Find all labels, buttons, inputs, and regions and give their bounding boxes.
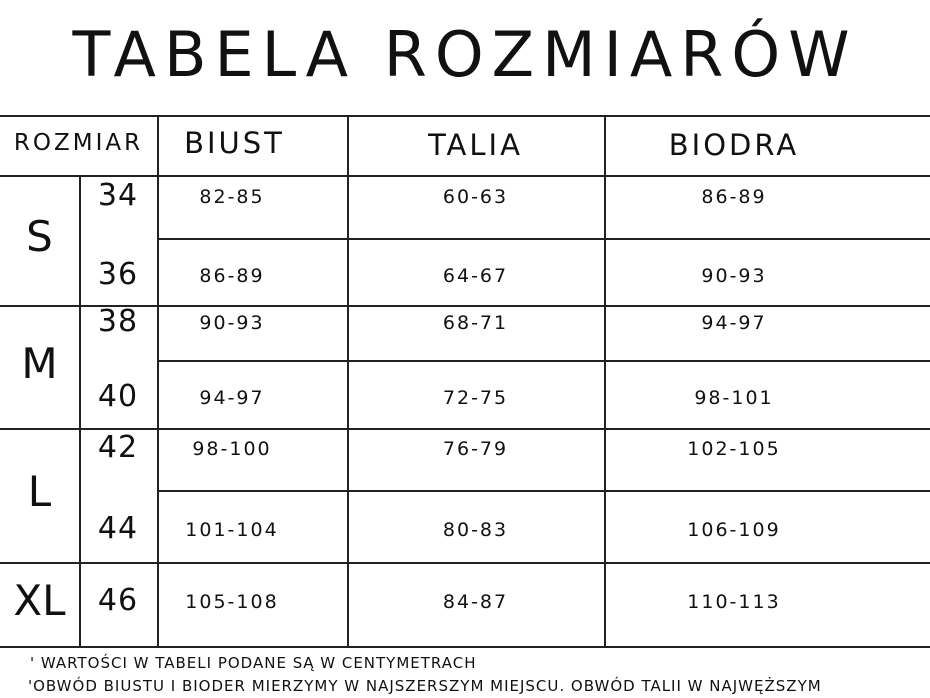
header-size: ROZMIAR (13, 130, 144, 156)
grid-line-v (347, 115, 349, 646)
grid-line-h (0, 562, 930, 564)
bust-value: 82-85 (199, 185, 265, 208)
header-bust: BIUST (184, 126, 285, 160)
footnote-units: ' WARTOŚCI W TABELI PODANE SĄ W CENTYMET… (30, 654, 477, 672)
hips-value: 94-97 (701, 311, 767, 334)
size-group-label: XL (13, 576, 66, 625)
size-number: 38 (97, 303, 139, 339)
page-title: TABELA ROZMIARÓW (72, 18, 858, 91)
grid-line-h (157, 238, 930, 240)
size-group-label: S (26, 212, 53, 261)
header-hips: BIODRA (668, 128, 800, 162)
bust-value: 98-100 (192, 438, 272, 460)
waist-value: 68-71 (442, 311, 509, 334)
grid-line-h (0, 305, 930, 307)
size-group-label: M (21, 338, 58, 388)
waist-value: 60-63 (442, 185, 509, 208)
grid-line-h (0, 646, 930, 648)
bust-value: 86-89 (199, 264, 265, 287)
bust-value: 105-108 (185, 591, 279, 613)
hips-value: 110-113 (687, 591, 781, 613)
grid-line-v (604, 115, 606, 646)
size-number: 44 (97, 511, 139, 546)
grid-line-h (157, 490, 930, 492)
bust-value: 94-97 (199, 387, 265, 409)
size-group-label: L (27, 467, 52, 516)
grid-line-h (0, 428, 930, 430)
grid-line-h (0, 175, 930, 177)
grid-line-h (0, 115, 930, 117)
hips-value: 102-105 (687, 438, 781, 460)
waist-value: 64-67 (442, 264, 509, 287)
size-number: 34 (97, 177, 139, 213)
hips-value: 90-93 (701, 264, 767, 287)
size-number: 42 (97, 430, 139, 465)
grid-line-v (79, 175, 81, 646)
bust-value: 101-104 (185, 519, 279, 541)
hips-value: 86-89 (701, 185, 767, 208)
waist-value: 72-75 (442, 387, 509, 409)
waist-value: 80-83 (442, 519, 509, 541)
size-number: 36 (97, 256, 139, 292)
grid-line-h (157, 360, 930, 362)
hips-value: 106-109 (687, 519, 781, 541)
size-number: 40 (97, 379, 139, 414)
size-number: 46 (97, 583, 139, 618)
waist-value: 84-87 (442, 591, 509, 613)
waist-value: 76-79 (442, 438, 509, 460)
header-waist: TALIA (428, 128, 523, 162)
footnote-measuring: 'OBWÓD BIUSTU I BIODER MIERZYMY W NAJSZE… (28, 677, 822, 695)
grid-line-v (157, 115, 159, 646)
bust-value: 90-93 (199, 311, 265, 334)
hips-value: 98-101 (694, 387, 774, 409)
